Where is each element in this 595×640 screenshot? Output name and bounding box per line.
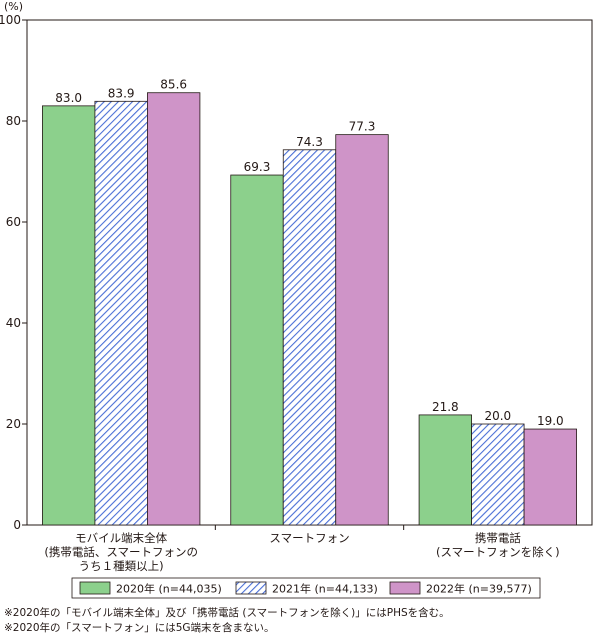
x-tick-label: うち１種類以上) [79,559,164,573]
legend-swatch [389,581,421,595]
legend-swatch [79,581,111,595]
x-tick-label: (スマートフォンを除く) [436,545,560,559]
legend-label: 2021年 (n=44,133) [272,582,378,596]
legend-box [71,577,541,599]
x-tick-label: スマートフォン [269,531,349,545]
footnote-2: ※2020年の「スマートフォン」には5G端末を含まない。 [4,622,275,634]
x-tick-label: モバイル端末全体 [75,531,167,545]
data-label: 20.0 [484,409,511,423]
data-label: 21.8 [432,400,459,414]
bar [335,134,389,526]
legend-label: 2022年 (n=39,577) [426,582,532,596]
bar [42,105,96,526]
bar [230,174,284,526]
data-label: 19.0 [537,414,564,428]
bar [418,414,472,526]
y-tick-label: 20 [6,417,21,431]
x-tick-label: 携帯電話 [475,531,521,545]
y-tick-label: 80 [6,114,21,128]
y-tick-label: 40 [6,316,21,330]
data-label: 83.0 [55,91,82,105]
data-label: 85.6 [160,78,187,92]
y-tick-label: 100 [0,13,21,27]
bar [282,149,337,526]
data-label: 69.3 [244,160,271,174]
y-unit-label: (%) [4,0,23,13]
bar [94,100,148,526]
footnote-1: ※2020年の「モバイル端末全体」及び「携帯電話 (スマートフォンを除く)」には… [4,607,450,619]
legend-swatch [235,581,267,595]
bar [471,423,525,526]
y-tick-label: 60 [6,215,21,229]
bar [523,428,577,526]
data-label: 74.3 [296,135,323,149]
x-tick-label: (携帯電話、スマートフォンの [44,545,198,559]
bar-chart: (%) 0 20 40 60 80 100 83.0 83.9 85.6 モバイル端末全体(携帯電… [0,0,593,599]
data-label: 83.9 [108,86,135,100]
y-tick-label: 0 [13,518,21,532]
bar [147,92,201,526]
legend-label: 2020年 (n=44,035) [116,582,222,596]
footnotes: ※2020年の「モバイル端末全体」及び「携帯電話 (スマートフォンを除く)」には… [4,606,450,636]
data-label: 77.3 [349,120,376,134]
